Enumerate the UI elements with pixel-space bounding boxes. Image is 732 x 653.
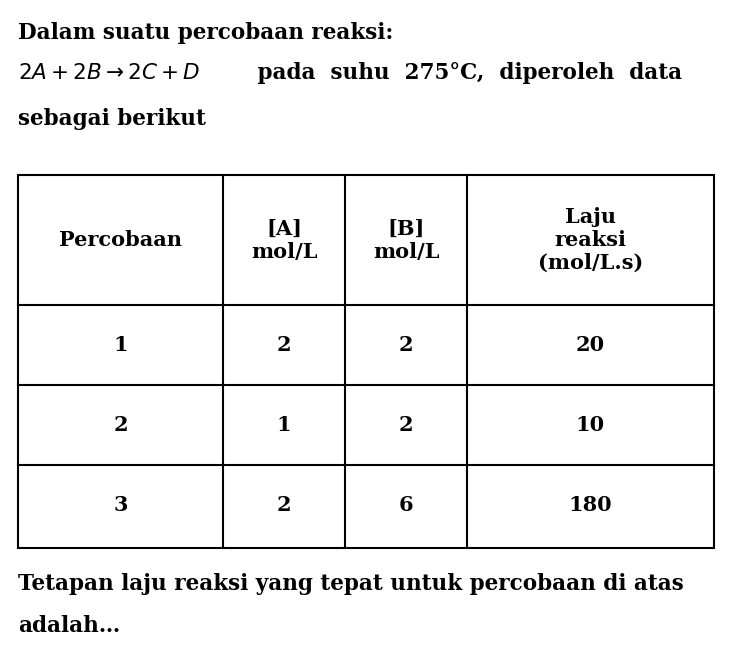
Bar [18,175,714,548]
Text: Tetapan laju reaksi yang tepat untuk percobaan di atas: Tetapan laju reaksi yang tepat untuk per… [18,573,684,595]
Text: 2: 2 [113,415,128,435]
Text: pada  suhu  275°C,  diperoleh  data: pada suhu 275°C, diperoleh data [250,62,682,84]
Text: 2: 2 [277,335,291,355]
Text: $2A + 2B \rightarrow 2C + D$: $2A + 2B \rightarrow 2C + D$ [18,62,201,84]
Text: 1: 1 [113,335,128,355]
Text: 20: 20 [576,335,605,355]
Text: Dalam suatu percobaan reaksi:: Dalam suatu percobaan reaksi: [18,22,393,44]
Text: [B]
mol/L: [B] mol/L [373,218,439,262]
Text: adalah…: adalah… [18,615,120,637]
Text: 2: 2 [399,335,414,355]
Text: Laju
reaksi
(mol/L.s): Laju reaksi (mol/L.s) [538,207,643,273]
Text: 1: 1 [277,415,291,435]
Text: sebagai berikut: sebagai berikut [18,108,206,130]
Text: 3: 3 [113,495,128,515]
Text: 180: 180 [569,495,612,515]
Text: 2: 2 [277,495,291,515]
Text: 6: 6 [399,495,414,515]
Text: [A]
mol/L: [A] mol/L [251,218,318,262]
Text: 2: 2 [399,415,414,435]
Text: 10: 10 [576,415,605,435]
Text: Percobaan: Percobaan [59,230,182,250]
